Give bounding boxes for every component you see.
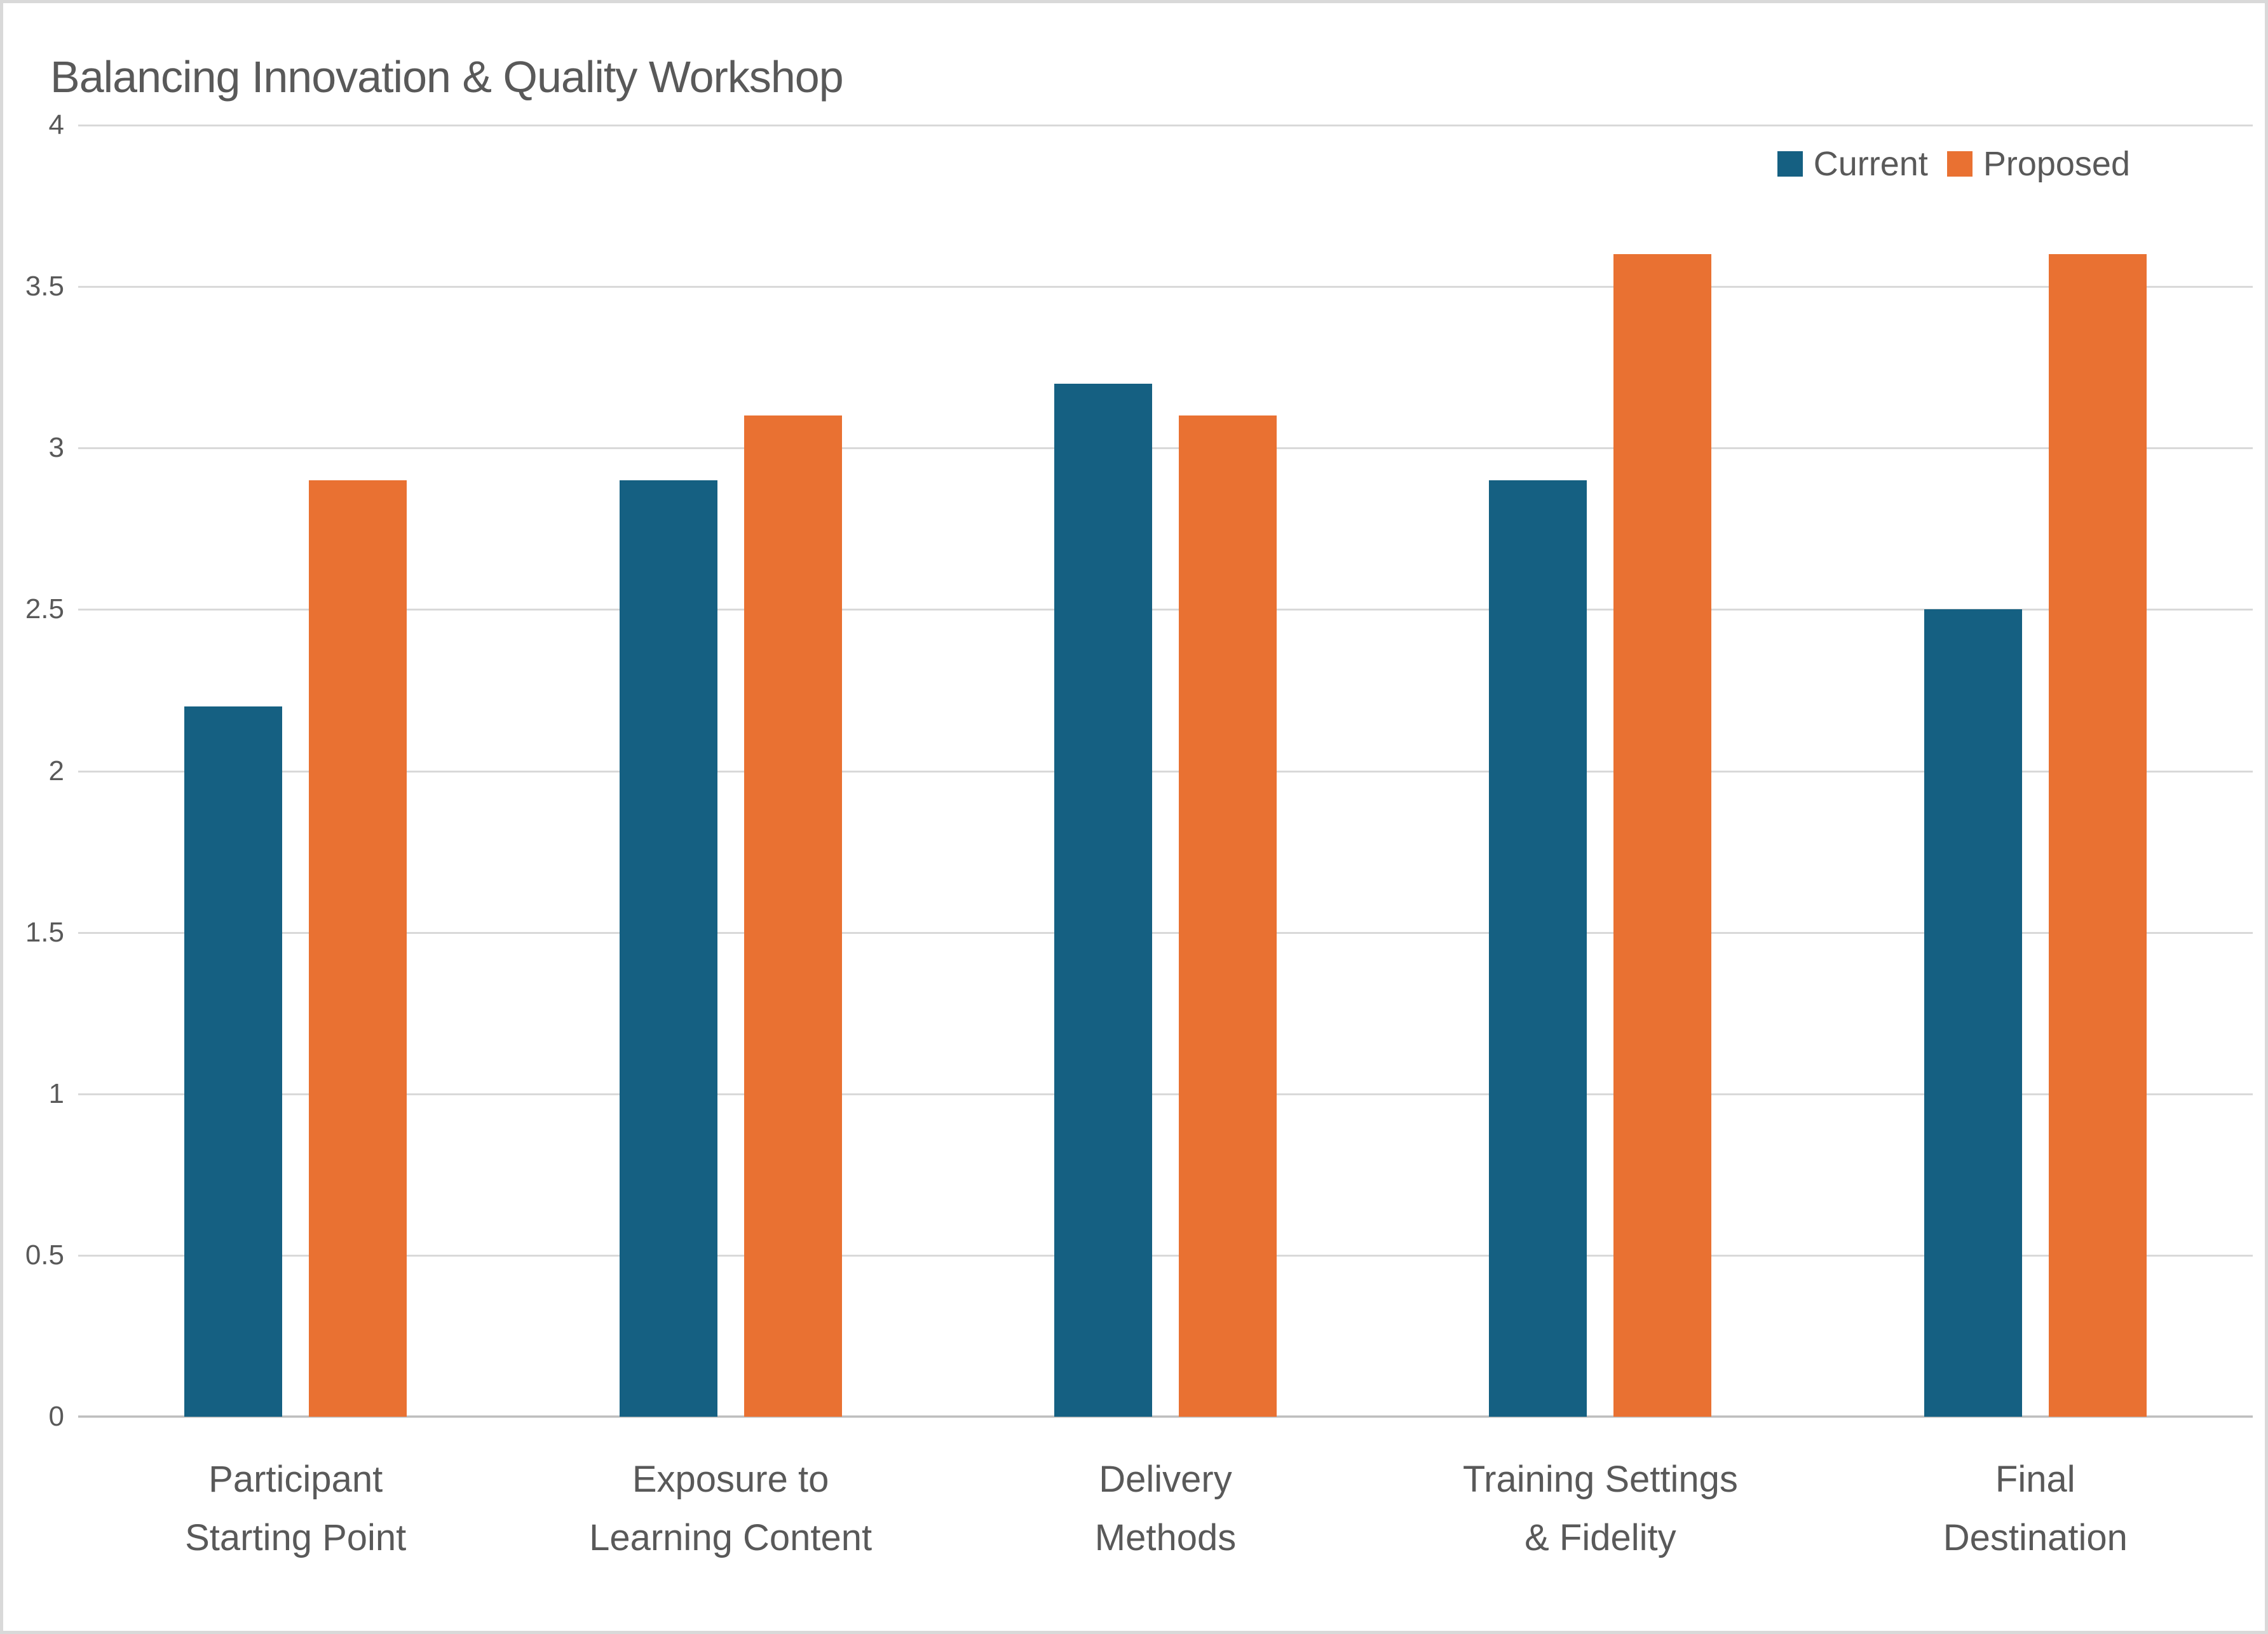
category-label-4: Training Settings & Fidelity (1463, 1450, 1738, 1567)
bar-current-4 (1489, 480, 1587, 1417)
gridline-2 (78, 770, 2253, 773)
category-label-line: Training Settings (1462, 1459, 1738, 1500)
y-tick-label: 3 (48, 432, 64, 464)
bar-proposed-1 (309, 480, 407, 1417)
y-tick-label: 2 (48, 755, 64, 787)
category-label-1: Participant Starting Point (185, 1450, 406, 1567)
chart-legend: Current Proposed (1777, 144, 2130, 184)
bar-proposed-2 (744, 415, 842, 1417)
bar-proposed-3 (1179, 415, 1277, 1417)
legend-swatch-current-icon (1777, 151, 1803, 177)
category-label-line: Delivery (1099, 1459, 1232, 1500)
gridline-0.5 (78, 1254, 2253, 1257)
legend-label: Current (1813, 145, 1928, 183)
legend-label: Proposed (1983, 145, 2130, 183)
category-label-line: Destination (1943, 1517, 2128, 1558)
y-tick-label: 4 (48, 109, 64, 140)
x-axis-category-labels: Participant Starting Point Exposure to Lear… (78, 1450, 2253, 1590)
chart-title: Balancing Innovation & Quality Workshop (50, 52, 844, 102)
legend-item-current: Current (1777, 144, 1928, 184)
gridline-1 (78, 1093, 2253, 1095)
gridline-2.5 (78, 609, 2253, 611)
gridline-3 (78, 447, 2253, 450)
category-label-line: Learning Content (589, 1517, 873, 1558)
category-label-line: Exposure to (632, 1459, 829, 1500)
y-tick-label: 0.5 (25, 1239, 64, 1271)
bar-current-2 (619, 480, 717, 1417)
gridline-3.5 (78, 286, 2253, 288)
bars-layer (78, 125, 2253, 1417)
y-tick-label: 1 (48, 1077, 64, 1109)
category-label-line: Starting Point (185, 1517, 407, 1558)
category-label-line: & Fidelity (1524, 1517, 1676, 1558)
bar-proposed-5 (2048, 254, 2147, 1417)
bar-current-3 (1054, 383, 1152, 1417)
gridline-4 (78, 125, 2253, 126)
bar-current-5 (1924, 609, 2022, 1417)
y-axis-tick-labels: 0 0.5 1 1.5 2 2.5 3 3.5 4 (3, 111, 64, 1431)
category-label-3: Delivery Methods (1095, 1450, 1236, 1567)
y-tick-label: 0 (48, 1401, 64, 1432)
x-axis-line (78, 1415, 2253, 1417)
category-label-line: Final (1995, 1459, 2075, 1500)
y-tick-label: 3.5 (25, 271, 64, 302)
y-tick-label: 2.5 (25, 593, 64, 625)
y-tick-label: 1.5 (25, 916, 64, 948)
legend-swatch-proposed-icon (1946, 151, 1973, 177)
category-label-line: Participant (208, 1459, 383, 1500)
legend-item-proposed: Proposed (1946, 144, 2130, 184)
plot-area (78, 125, 2253, 1418)
category-label-5: Final Destination (1943, 1450, 2128, 1567)
bar-current-1 (184, 706, 283, 1417)
bar-proposed-4 (1613, 254, 1712, 1417)
category-label-line: Methods (1094, 1517, 1237, 1558)
gridline-1.5 (78, 931, 2253, 934)
category-label-2: Exposure to Learning Content (589, 1450, 872, 1567)
